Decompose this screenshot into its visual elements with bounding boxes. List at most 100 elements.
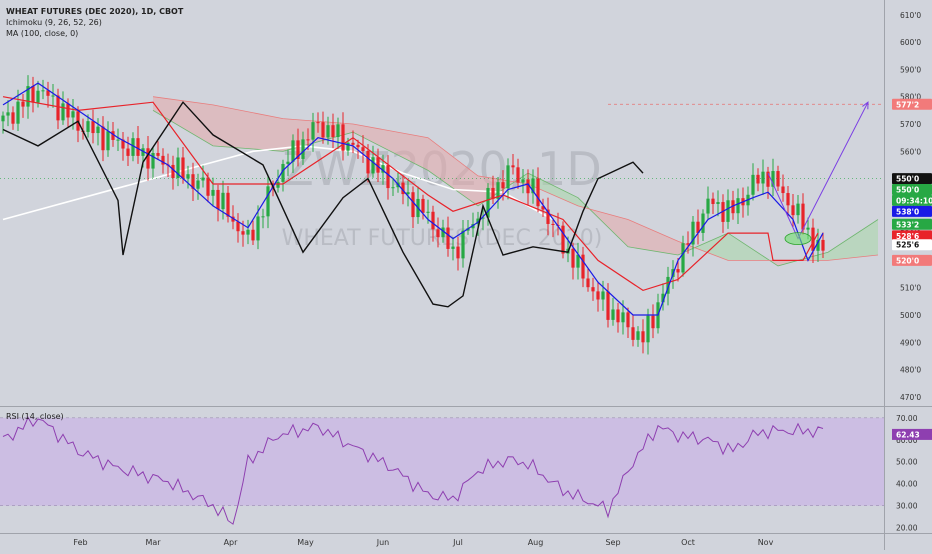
price-tag-label: 577'2 [896, 100, 919, 109]
cloud-segment [643, 226, 648, 251]
candle-body [551, 223, 555, 225]
cloud-segment [823, 252, 828, 261]
cloud-segment [633, 221, 638, 249]
rsi-tick-label: 60.00 [896, 436, 918, 445]
candle-body [181, 157, 185, 179]
cloud-segment [703, 241, 708, 253]
price-tag-box [892, 205, 932, 217]
candle-body [6, 112, 10, 116]
candle-body [736, 198, 740, 214]
price-pane [0, 0, 884, 406]
cloud-segment [598, 211, 603, 223]
candle-body [321, 122, 325, 138]
candle-body [246, 229, 250, 235]
candle-body [96, 126, 100, 134]
candle-body [696, 221, 700, 233]
candle-body [26, 86, 30, 107]
tenkan-line [2, 82, 824, 316]
cloud-segment [213, 104, 218, 147]
candle-body [756, 174, 760, 184]
cloud-segment [453, 156, 458, 192]
candle-body [146, 148, 150, 169]
cloud-segment [613, 215, 618, 237]
price-tag-label: 528'6 [896, 232, 919, 241]
cloud-segment [848, 235, 853, 259]
cloud-segment [608, 214, 613, 233]
candle-body [451, 246, 455, 249]
candle-body [121, 139, 125, 149]
candle-body [46, 90, 50, 96]
candle-body [126, 148, 130, 156]
price-tag-box [892, 194, 932, 206]
candle-body [191, 174, 195, 189]
price-tag-label: 525'6 [896, 241, 919, 250]
candle-body [161, 155, 165, 165]
support-zone-ellipse [784, 232, 812, 245]
candle-body [141, 148, 145, 156]
candle-body [436, 229, 440, 238]
cloud-segment [748, 246, 753, 261]
cloud-segment [433, 141, 438, 178]
candle-body [501, 182, 505, 189]
cloud-segment [548, 182, 553, 195]
ichimoku-legend[interactable]: Ichimoku (9, 26, 52, 26) [6, 18, 102, 27]
candle-body [66, 103, 70, 118]
cloud-segment [808, 256, 813, 261]
candle-body [206, 177, 210, 196]
candle-body [391, 187, 395, 189]
candle-body [171, 164, 175, 179]
candle-body [521, 179, 525, 183]
candle-body [496, 182, 500, 199]
price-tag-box [892, 173, 932, 185]
cloud-segment [648, 228, 653, 251]
candle-body [301, 139, 305, 159]
price-tick-label: 580'0 [900, 93, 921, 102]
candle-body [341, 124, 345, 151]
candle-body [516, 167, 520, 183]
candle-body [56, 95, 60, 121]
candle-body [116, 139, 120, 141]
candle-body [591, 287, 595, 292]
candle-body [791, 205, 795, 216]
cloud-segment [658, 232, 663, 253]
candle-body [811, 227, 815, 251]
time-tick-label: Mar [145, 538, 161, 547]
candle-body [541, 206, 545, 210]
candle-body [431, 211, 435, 230]
cloud-segment [628, 219, 633, 248]
price-tick-label: 510'0 [900, 284, 921, 293]
candle-body [236, 221, 240, 232]
time-tick-label: Oct [681, 538, 695, 547]
candle-body [606, 291, 610, 320]
cloud-segment [618, 216, 623, 242]
candle-body [426, 211, 430, 213]
cloud-segment [283, 118, 288, 152]
candle-body [536, 178, 540, 207]
projection-arrowhead [862, 101, 869, 110]
cloud-segment [263, 114, 268, 151]
rsi-legend[interactable]: RSI (14, close) [6, 412, 64, 421]
cloud-segment [278, 117, 283, 152]
candle-body [31, 86, 35, 103]
cloud-segment [838, 242, 843, 260]
candle-body [351, 142, 355, 145]
price-tick-label: 610'0 [900, 11, 921, 20]
cloud-segment [268, 115, 273, 151]
price-tag-label: 550'0 [896, 185, 919, 194]
candle-body [806, 227, 810, 230]
candle-body [511, 165, 515, 168]
candle-body [11, 112, 15, 124]
ma-legend[interactable]: MA (100, close, 0) [6, 29, 79, 38]
cloud-segment [373, 127, 378, 145]
price-tick-label: 500'0 [900, 311, 921, 320]
cloud-segment [553, 185, 558, 198]
cloud-segment [668, 237, 673, 255]
candle-body [626, 312, 630, 328]
candle-body [356, 144, 360, 148]
candle-body [561, 225, 565, 254]
candle-body [506, 165, 510, 189]
time-tick-label: Jun [376, 538, 390, 547]
time-tick-label: Nov [758, 538, 774, 547]
candle-body [651, 315, 655, 329]
